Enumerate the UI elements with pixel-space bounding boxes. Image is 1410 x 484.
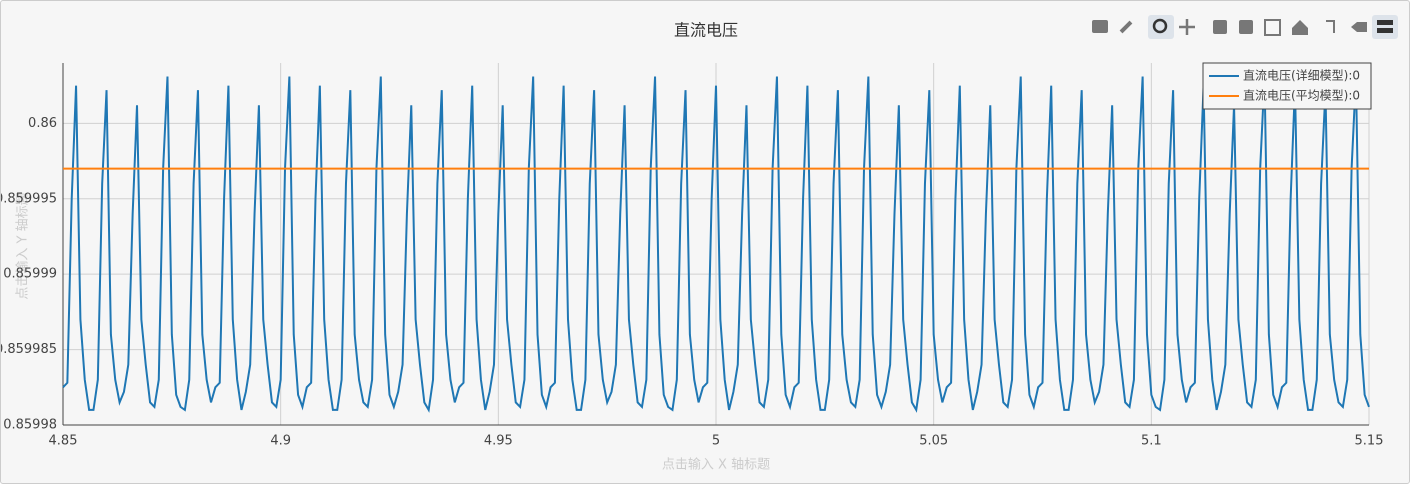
y-tick-label: 0.859985	[1, 342, 57, 357]
zoom-in-button[interactable]	[1213, 20, 1227, 34]
x-tick-label: 5.15	[1355, 434, 1384, 449]
pan-button[interactable]	[1179, 19, 1195, 35]
hover-closest-button[interactable]	[1351, 22, 1367, 32]
y-tick-label: 0.859995	[1, 191, 57, 206]
x-axis-title[interactable]: 点击输入 X 轴标题	[662, 457, 770, 473]
toolbar	[1092, 15, 1398, 39]
draw-button[interactable]	[1119, 20, 1133, 34]
legend-label: 直流电压(平均模型):0	[1243, 89, 1360, 103]
x-tick-label: 4.85	[49, 434, 78, 449]
legend-label: 直流电压(详细模型):0	[1243, 68, 1360, 83]
y-tick-label: 0.85998	[3, 418, 57, 433]
x-tick-label: 5.05	[919, 434, 948, 449]
spike-button[interactable]	[1326, 20, 1335, 33]
zoom-button-active[interactable]	[1148, 15, 1174, 39]
x-tick-label: 4.95	[484, 434, 513, 449]
x-tick-label: 4.9	[270, 434, 291, 449]
x-tick-label: 5.1	[1141, 434, 1162, 449]
reset-button[interactable]	[1292, 20, 1308, 35]
y-axis-title[interactable]: 点击输入 Y 轴标题	[15, 192, 31, 299]
chart-title: 直流电压	[674, 21, 738, 40]
y-tick-label: 0.85999	[3, 267, 57, 282]
legend-box	[1202, 62, 1372, 110]
zoom-out-button[interactable]	[1239, 20, 1253, 34]
hover-compare-button[interactable]	[1377, 20, 1393, 25]
y-tick-label: 0.86	[28, 116, 57, 131]
camera-button[interactable]	[1092, 20, 1108, 33]
hover-compare-button[interactable]	[1377, 28, 1393, 33]
legend: 直流电压(详细模型):0 直流电压(平均模型):0	[1202, 62, 1372, 110]
autoscale-button[interactable]	[1264, 19, 1281, 36]
series-line	[62, 76, 1370, 413]
zoom-button[interactable]	[1152, 18, 1168, 34]
x-tick-label: 5	[712, 434, 720, 449]
hover-compare-active[interactable]	[1372, 15, 1398, 39]
